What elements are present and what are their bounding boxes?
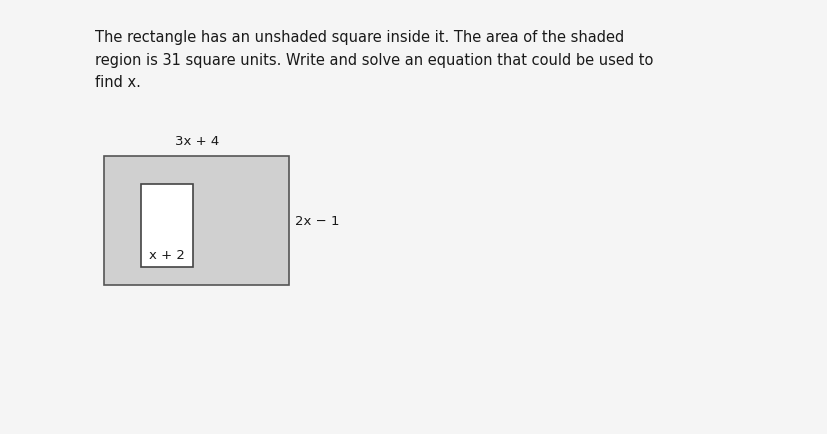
Text: 3x + 4: 3x + 4	[174, 134, 218, 147]
Text: x + 2: x + 2	[149, 249, 185, 262]
Text: 2x − 1: 2x − 1	[294, 214, 339, 227]
Bar	[104, 156, 289, 286]
Text: The rectangle has an unshaded square inside it. The area of the shaded
region is: The rectangle has an unshaded square ins…	[95, 30, 653, 90]
Bar	[141, 184, 193, 267]
